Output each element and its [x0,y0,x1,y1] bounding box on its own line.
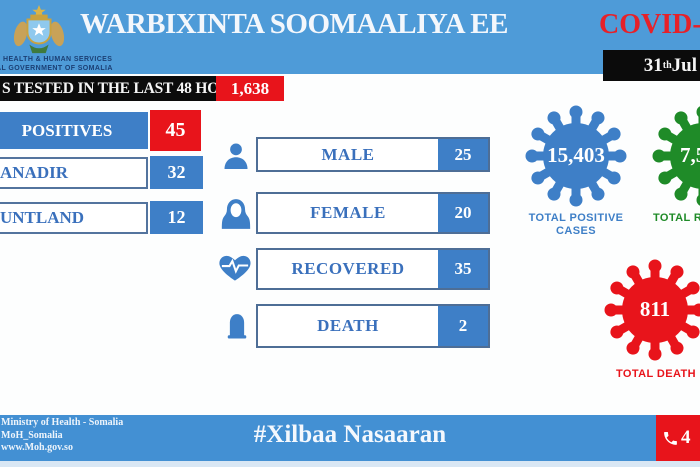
heart-pulse-icon [217,250,253,285]
header-bar [0,0,700,74]
total-death-value: 811 [639,297,671,321]
male-icon [221,140,251,173]
male-row: MALE 25 [256,137,490,172]
total-recovered-value: 7,5 [680,143,700,167]
date-day: 31 [643,54,663,76]
death-value: 2 [438,306,488,346]
virus-icon [600,255,700,365]
facebook-handle: Ministry of Health - Somalia [1,417,124,428]
campaign-hashtag: #Xilbaa Nasaaran [253,421,447,448]
death-label: DEATH [317,316,379,335]
somalia-coat-of-arms-logo [0,4,78,56]
female-value: 20 [438,194,488,232]
female-icon [219,194,253,234]
total-death-label: TOTAL DEATH [616,368,696,380]
page-title: WARBIXINTA SOOMAALIYA EE [80,8,508,40]
footer-social-links: Ministry of Health - Somalia MoH_Somalia… [1,417,123,455]
ministry-line2: AL GOVERNMENT OF SOMALIA [0,64,113,72]
covid-label: COVID- [599,9,700,40]
puntland-bar: UNTLAND [0,202,148,234]
total-positive-label: TOTAL POSITIVE CASES [528,212,624,237]
death-row: DEATH 2 [256,304,490,348]
positives-value: 45 [150,110,201,151]
total-positive-value: 15,403 [547,143,605,167]
bottom-strip [0,461,700,467]
positives-bar: POSITIVES [0,112,148,149]
tested-48h-label: S TESTED IN THE LAST 48 HOURS: [0,76,255,101]
recovered-label: RECOVERED [291,259,405,278]
ministry-line1: F HEALTH & HUMAN SERVICES [0,56,113,63]
website-url: www.Moh.gov.so [1,442,73,453]
total-recovered-label: TOTAL R [653,212,700,224]
banadir-bar: ANADIR [0,157,148,189]
ministry-subtitle: F HEALTH & HUMAN SERVICES AL GOVERNMENT … [0,56,113,73]
footer-bar [0,415,700,461]
female-row: FEMALE 20 [256,192,490,234]
banadir-value: 32 [150,156,203,189]
hotline-badge: 4 [656,415,700,461]
twitter-handle: MoH_Somalia [1,429,63,441]
recovered-value: 35 [438,250,488,288]
date-month: Jul [671,54,697,76]
male-label: MALE [321,144,375,164]
virus-icon [521,101,631,211]
male-value: 25 [438,139,488,170]
virus-icon [648,101,700,211]
recovered-row: RECOVERED 35 [256,248,490,290]
female-label: FEMALE [310,203,386,222]
puntland-value: 12 [150,201,203,234]
phone-icon [662,430,679,447]
hotline-number: 4 [681,427,691,448]
tombstone-icon [222,306,252,346]
tested-48h-value: 1,638 [216,76,284,101]
